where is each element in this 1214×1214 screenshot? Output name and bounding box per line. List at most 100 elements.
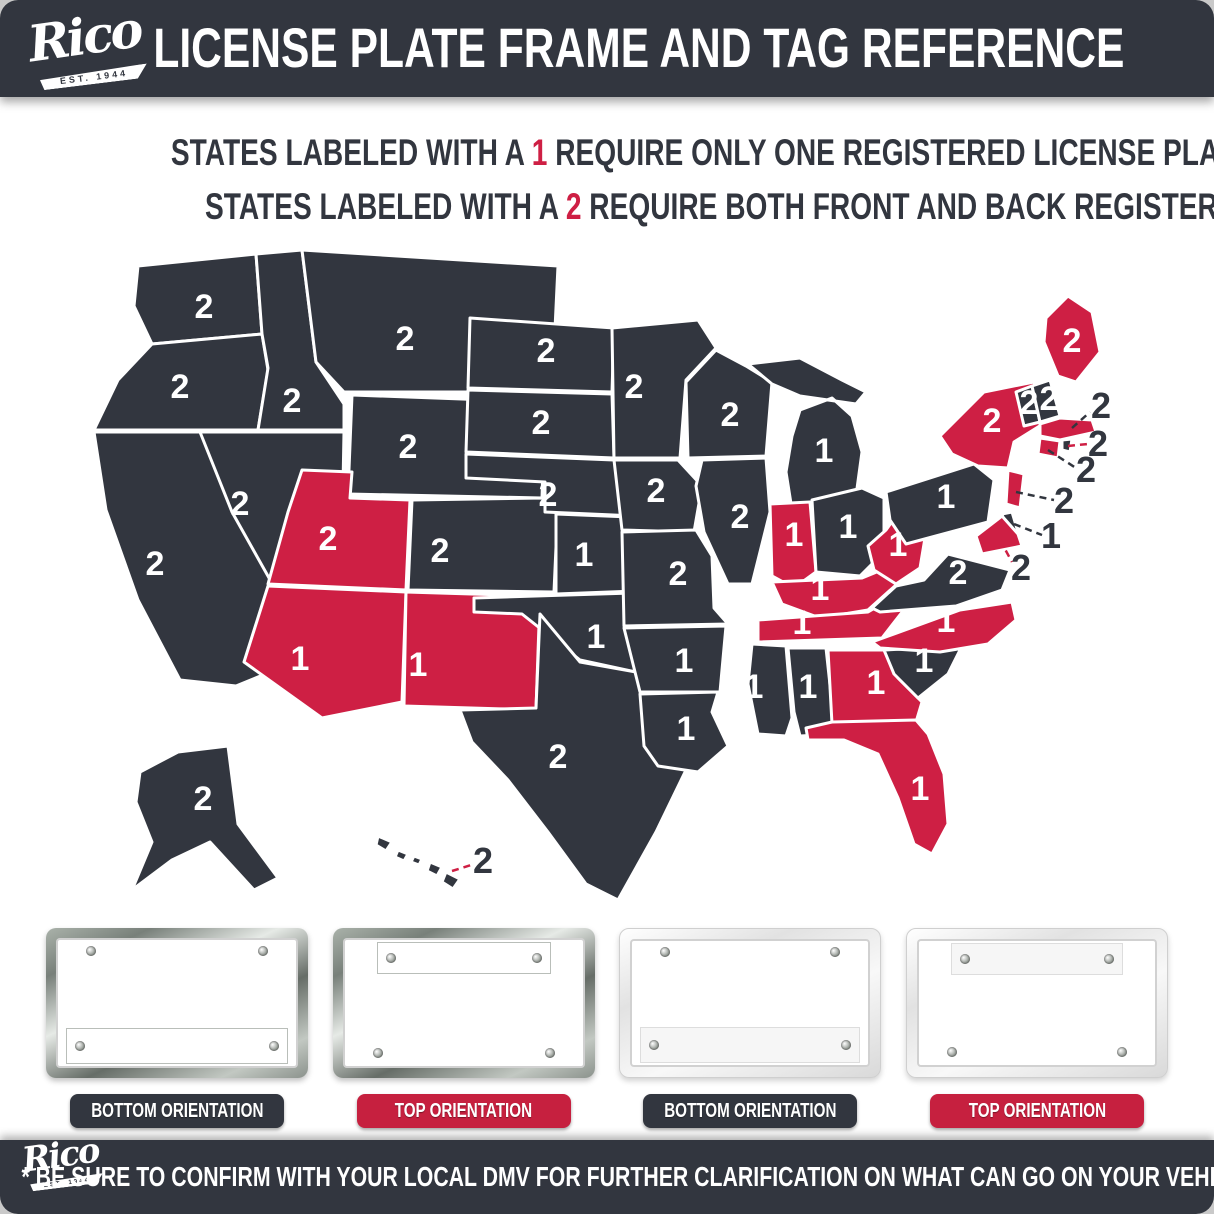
state-hi [374,834,462,891]
legend-1-post: REQUIRE ONLY ONE REGISTERED LICENSE PLAT… [555,132,1214,173]
state-va [870,552,1012,614]
callout-label-ma: 2 [1091,385,1111,426]
callout-label-de: 1 [1041,515,1061,556]
state-ct [1036,436,1062,460]
state-label-wi: 2 [721,396,740,434]
state-label-la: 1 [677,710,696,748]
state-nh [1030,378,1062,424]
state-label-ia: 2 [647,472,666,510]
frame-banner [950,943,1123,975]
state-label-co: 2 [431,532,450,570]
page-title: LICENSE PLATE FRAME AND TAG REFERENCE [153,16,1125,79]
legend-1-number: 1 [531,132,548,173]
state-label-ak: 2 [194,780,213,818]
frame-opening [56,938,298,1068]
callout-line-de [1013,522,1043,537]
orientation-pill-4: TOP ORIENTATION [929,1094,1144,1128]
state-label-id: 2 [283,382,302,420]
license-frame-white-top [905,928,1168,1078]
frame-banner [66,1028,288,1064]
screw-hole-icon [841,1040,852,1050]
state-label-pa: 1 [937,478,956,516]
legend-2-post: REQUIRE BOTH FRONT AND BACK REGISTERED L… [589,186,1214,227]
state-label-wy: 2 [399,428,418,466]
screw-hole-icon [385,953,396,963]
state-label-ut: 2 [319,520,338,558]
frame-slot-4: TOP ORIENTATION [905,928,1168,1128]
state-label-me: 2 [1063,322,1082,360]
screw-hole-icon [544,1048,555,1058]
state-label-ms: 1 [745,668,764,706]
frame-slot-2: TOP ORIENTATION [332,928,595,1128]
state-ar [622,624,728,694]
state-label-nv: 2 [231,485,250,523]
frame-opening [630,939,871,1067]
callout-line-ct [1047,448,1077,470]
state-ia [612,458,704,534]
callout-line-hi [451,863,472,873]
screw-hole-icon [1116,1047,1127,1057]
state-nc [870,600,1018,654]
state-il [694,456,772,586]
state-label-sd: 2 [532,404,551,442]
callout-line-ri [1067,442,1089,448]
footer-bar: Rico EST. 1944 * BE SURE TO CONFIRM WITH… [0,1130,1214,1214]
state-az [242,584,408,720]
license-frame-chrome-bottom [46,928,308,1078]
state-label-il: 2 [731,498,750,536]
state-label-tx: 2 [549,738,568,776]
frame-banner [376,942,551,974]
state-label-ar: 1 [675,642,694,680]
screw-hole-icon [1103,954,1114,964]
callout-label-md: 2 [1011,547,1031,588]
orientation-pill-1: BOTTOM ORIENTATION [70,1094,284,1128]
state-md [974,514,1024,556]
state-label-fl: 1 [911,770,930,808]
frame-opening [916,939,1157,1067]
state-label-nc: 1 [937,602,956,640]
legend-line-1: STATES LABELED WITH A 1 REQUIRE ONLY ONE… [0,126,1214,180]
callout-line-md [998,539,1014,563]
state-mo [620,528,730,628]
screw-hole-icon [946,1047,957,1057]
license-frame-white-bottom [619,928,882,1078]
state-fl [804,718,950,856]
screw-hole-icon [830,947,841,957]
state-label-az: 1 [291,640,310,678]
state-label-mo: 2 [669,555,688,593]
state-label-ok: 1 [587,618,606,656]
screw-hole-icon [75,1041,85,1051]
state-ma [1038,416,1098,442]
screw-hole-icon [660,947,671,957]
state-ms [746,642,794,738]
state-label-ga: 1 [867,664,886,702]
state-ri [1060,437,1074,454]
state-label-or: 2 [171,368,190,406]
callout-label-ri: 2 [1088,423,1108,464]
orientation-pill-3: BOTTOM ORIENTATION [643,1094,858,1128]
legend-line-2: STATES LABELED WITH A 2 REQUIRE BOTH FRO… [0,180,1214,234]
callout-line-nj [1015,490,1055,502]
state-label-ks: 1 [575,536,594,574]
state-label-wv: 1 [889,526,908,564]
state-ak [130,744,280,892]
callout-label-hi: 2 [473,840,493,881]
state-label-ca: 2 [146,545,165,583]
screw-hole-icon [531,953,542,963]
state-label-al: 1 [799,668,818,706]
state-label-wa: 2 [195,288,214,326]
screw-hole-icon [372,1048,383,1058]
state-label-tn: 1 [793,604,812,642]
state-label-nm: 1 [409,646,428,684]
screw-hole-icon [86,946,96,956]
state-label-mt: 2 [396,320,415,358]
footer-disclaimer: * BE SURE TO CONFIRM WITH YOUR LOCAL DMV… [21,1161,1214,1192]
legend-2-number: 2 [565,186,582,227]
state-label-ny: 2 [983,402,1002,440]
state-label-sc: 1 [915,642,934,680]
frame-slot-3: BOTTOM ORIENTATION [619,928,882,1128]
state-label-mi: 1 [815,432,834,470]
screw-hole-icon [649,1040,660,1050]
